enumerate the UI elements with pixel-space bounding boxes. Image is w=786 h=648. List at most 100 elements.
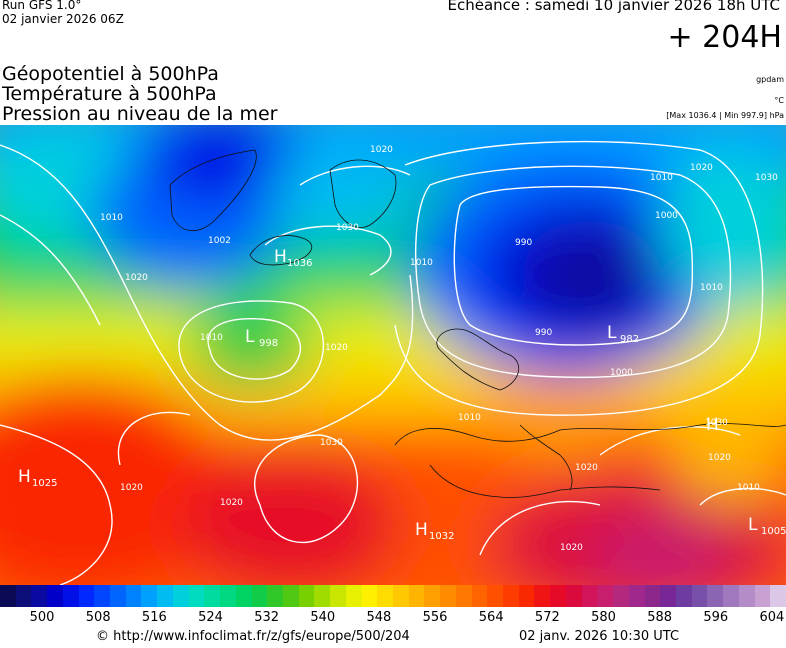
color-scale-step xyxy=(298,585,315,607)
high-center: H xyxy=(415,520,428,540)
color-scale-step xyxy=(235,585,253,607)
pressure-centers: H 1036 L 998 L 982 H 1025 H 1032 L 1005 … xyxy=(18,247,786,542)
isobar-label: 1030 xyxy=(320,438,343,448)
color-scale-step xyxy=(565,585,583,607)
isobar-label: 1030 xyxy=(336,223,359,233)
isobar-label: 1020 xyxy=(575,463,598,473)
low-center: L xyxy=(607,323,617,343)
isobar-label: 1010 xyxy=(737,483,760,493)
run-title: Run GFS 1.0° xyxy=(2,0,82,12)
color-scale-tick-label: 572 xyxy=(534,610,560,625)
low-center: L xyxy=(245,327,255,347)
color-scale-step xyxy=(691,585,708,607)
isobar-label: 1020 xyxy=(220,498,243,508)
isobar-label: 1030 xyxy=(705,418,728,428)
low-center: L xyxy=(748,515,758,535)
color-scale-step xyxy=(408,585,426,607)
color-scale-step xyxy=(455,585,473,607)
high-center: H xyxy=(274,247,287,267)
color-scale-step xyxy=(125,585,143,607)
color-scale-step xyxy=(707,585,724,607)
generation-time: 02 janv. 2026 10:30 UTC xyxy=(519,629,680,644)
temperature-unit: °C xyxy=(774,96,784,105)
color-scale-tick-label: 524 xyxy=(198,610,223,625)
isobar-label: 1000 xyxy=(655,211,678,221)
high-center-value: 1036 xyxy=(287,258,312,269)
isobar-label: 1010 xyxy=(458,413,481,423)
low-center-value: 1005 xyxy=(761,526,786,537)
color-scale-step xyxy=(267,585,284,607)
layer-temperature-label: Température à 500hPa xyxy=(2,83,217,105)
color-scale-step xyxy=(31,585,48,607)
color-scale-step xyxy=(188,585,205,607)
pressure-range: [Max 1036.4 | Min 997.9] hPa xyxy=(666,111,784,120)
color-scale-tick-label: 548 xyxy=(366,610,392,625)
color-scale-step xyxy=(534,585,551,607)
color-scale xyxy=(0,585,786,607)
isobar-label: 1020 xyxy=(370,145,393,155)
color-scale-tick-label: 508 xyxy=(85,610,111,625)
color-scale-step xyxy=(172,585,190,607)
high-center: H xyxy=(706,415,719,435)
geopotential-field xyxy=(0,125,786,585)
color-scale-step xyxy=(770,585,786,607)
color-scale-step xyxy=(204,585,221,607)
isobar-label: 1010 xyxy=(100,213,123,223)
color-scale-step xyxy=(597,585,614,607)
color-scale-step xyxy=(377,585,394,607)
color-scale-step xyxy=(220,585,237,607)
color-scale-tick-label: 604 xyxy=(759,610,785,625)
color-scale-step xyxy=(345,585,363,607)
color-scale-step xyxy=(518,585,536,607)
color-scale-step xyxy=(393,585,410,607)
color-scale-step xyxy=(47,585,64,607)
isobars xyxy=(0,140,786,585)
isobar-label: 1020 xyxy=(708,453,731,463)
coastlines xyxy=(169,149,786,498)
color-scale-step xyxy=(141,585,158,607)
color-scale-step xyxy=(78,585,95,607)
isobar-label: 1030 xyxy=(755,173,778,183)
low-center-value: 998 xyxy=(259,338,278,349)
isobar-labels: 1002 1020 1030 1010 1020 1000 990 990 10… xyxy=(100,145,778,553)
low-center-value: 982 xyxy=(620,334,639,345)
color-scale-tick-label: 596 xyxy=(703,610,729,625)
isobar-label: 1020 xyxy=(690,163,713,173)
color-scale-step xyxy=(487,585,504,607)
high-center: H xyxy=(18,467,31,487)
color-scale-tick-label: 532 xyxy=(254,610,280,625)
isobar-label: 990 xyxy=(535,328,552,338)
color-scale-step xyxy=(361,585,378,607)
color-scale-step xyxy=(613,585,630,607)
color-scale-tick-label: 540 xyxy=(310,610,336,625)
color-scale-step xyxy=(0,585,17,607)
color-scale-step xyxy=(644,585,661,607)
isobar-label: 1020 xyxy=(125,273,148,283)
color-scale-step xyxy=(754,585,771,607)
isobar-label: 1010 xyxy=(650,173,673,183)
color-scale-step xyxy=(62,585,80,607)
layer-geopotential-label: Géopotentiel à 500hPa xyxy=(2,63,219,85)
color-scale-step xyxy=(675,585,693,607)
isobar-label: 1010 xyxy=(700,283,723,293)
forecast-valid-time: Echéance : samedi 10 janvier 2026 18h UT… xyxy=(447,0,781,14)
isobar-label: 1020 xyxy=(560,543,583,553)
isobar-label: 990 xyxy=(515,238,532,248)
isobar-label: 1000 xyxy=(610,368,633,378)
color-scale-step xyxy=(660,585,677,607)
color-scale-step xyxy=(723,585,740,607)
isobar-label: 1020 xyxy=(120,483,143,493)
color-scale-step xyxy=(110,585,127,607)
color-scale-tick-label: 580 xyxy=(591,610,616,625)
color-scale-step xyxy=(471,585,488,607)
color-scale-step xyxy=(581,585,598,607)
color-scale-tick-label: 588 xyxy=(647,610,673,625)
color-scale-step xyxy=(314,585,331,607)
source-url: © http://www.infoclimat.fr/z/gfs/europe/… xyxy=(96,629,410,644)
color-scale-step xyxy=(330,585,347,607)
isobar-label: 1010 xyxy=(200,333,223,343)
forecast-map: H 1036 L 998 L 982 H 1025 H 1032 L 1005 … xyxy=(0,125,786,585)
color-scale-step xyxy=(628,585,646,607)
high-center-value: 1032 xyxy=(429,531,454,542)
color-scale-step xyxy=(282,585,300,607)
